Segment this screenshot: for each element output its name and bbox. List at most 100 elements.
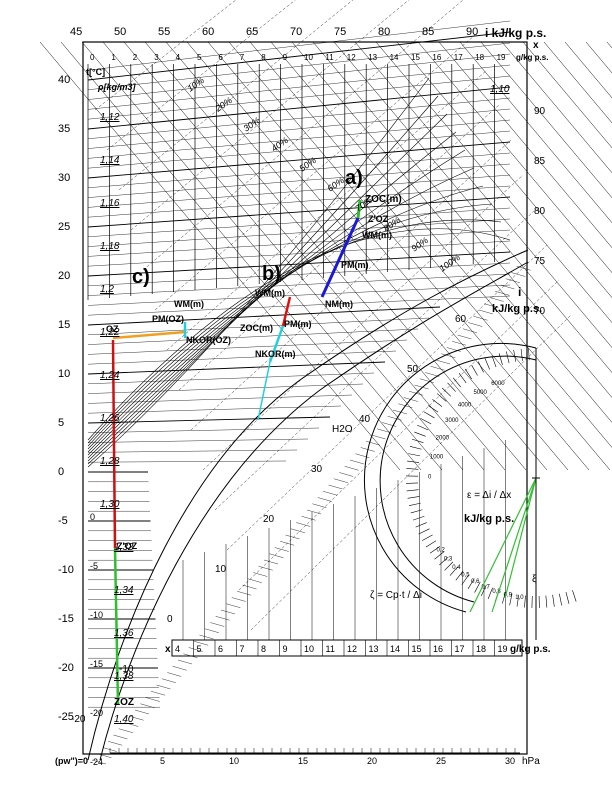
zeta-formula: ζ = Cp·t / Δi	[370, 590, 422, 601]
temperature-grid-line	[87, 350, 397, 365]
enthalpy-line	[375, 41, 612, 323]
protractor-inner-label: 1,0	[515, 595, 524, 601]
case-c-label: c)	[132, 266, 150, 288]
protractor-tick	[408, 502, 421, 506]
protractor-scale: 6000 5000 4000 3000 2000 1000 0 0,2 0,3 0,40,50,6…	[363, 342, 577, 640]
saturation-hatch	[129, 716, 144, 721]
top-enthalpy-tick: 85	[422, 26, 434, 38]
right-enthalpy-tick: 75	[534, 256, 546, 267]
protractor-tick	[406, 468, 419, 470]
saturation-hatch	[473, 316, 488, 321]
enthalpy-line	[39, 41, 401, 471]
x-bottom-tick-label: 4	[175, 644, 180, 654]
process-c-orange	[112, 330, 186, 340]
saturation-hatch	[91, 759, 107, 765]
xi-label: ξ	[532, 574, 537, 585]
protractor-tick	[414, 431, 426, 437]
saturation-hatch	[194, 641, 209, 646]
saturation-hatch	[296, 522, 311, 527]
top-enthalpy-tick: 70	[290, 26, 302, 38]
protractor-outer-label: 1000	[430, 455, 444, 461]
protractor-tick	[418, 528, 430, 535]
saturation-hatch	[242, 584, 257, 590]
protractor-tick	[565, 592, 570, 604]
saturation-hatch	[328, 484, 343, 490]
saturation-hatch	[457, 334, 472, 340]
density-label: 1,18	[100, 241, 120, 252]
left-temperature-tick: 5	[58, 417, 64, 429]
enthalpy-line	[480, 41, 612, 199]
left-temperature-tick: 25	[58, 221, 70, 233]
protractor-tick	[480, 584, 487, 597]
top-x-tick: 10	[304, 53, 313, 62]
x-bottom-tick-label: 9	[283, 644, 288, 654]
saturation-hatch	[376, 428, 391, 433]
process-a-green	[356, 199, 362, 219]
temperature-grid-line	[87, 20, 511, 71]
relative-humidity-curve	[87, 77, 430, 468]
t-axis-label: t[°C]	[86, 67, 105, 77]
x-bottom-tick-label: 8	[261, 644, 266, 654]
rh-label: 20%	[213, 95, 234, 114]
temperature-grid-line	[87, 108, 511, 149]
saturation-hatch	[269, 553, 284, 558]
pressure-axis-unit: hPa	[522, 756, 540, 767]
case-a-label: a)	[345, 167, 363, 189]
temperature-grid-line	[87, 152, 511, 188]
saturation-hatch	[124, 722, 139, 727]
x-bottom-tick-label: 13	[369, 644, 379, 654]
saturation-hatch	[468, 322, 483, 327]
left-temperature-tick: 15	[58, 319, 70, 331]
x-bottom-tick-label: 17	[455, 644, 465, 654]
saturation-hatch	[226, 603, 241, 608]
enthalpy-line	[417, 41, 612, 274]
inner-temperature-tick: -10	[90, 610, 103, 620]
pressure-axis-label: (pw")=0	[55, 756, 88, 766]
saturation-hatch	[247, 578, 262, 583]
rh-label: 90%	[409, 235, 429, 254]
top-enthalpy-tick: 90	[466, 26, 478, 38]
enthalpy-line	[438, 41, 612, 249]
temperature-grid-line	[87, 339, 408, 355]
saturation-hatch	[280, 541, 295, 546]
protractor-inner-label: 0,8	[492, 589, 501, 595]
protractor-outer-label: 3000	[445, 418, 459, 424]
inner-temperature-tick: 0	[90, 512, 95, 522]
protractor-tick	[410, 509, 423, 514]
top-x-tick: 15	[411, 53, 420, 62]
saturation-hatch	[301, 516, 316, 521]
enthalpy-line	[543, 41, 612, 124]
saturation-hatch	[204, 628, 219, 633]
saturation-hatch	[263, 559, 279, 565]
right-enthalpy-tick: 85	[534, 156, 546, 167]
enthalpy-line	[501, 41, 612, 174]
protractor-tick	[516, 594, 520, 607]
saturation-hatch	[366, 441, 381, 446]
i-unit-title: i kJ/kg p.s.	[485, 26, 546, 40]
point-p-m-c: PM(OZ)	[152, 314, 184, 324]
protractor-tick	[425, 540, 437, 548]
point-z-oc-prime: Z'OZ	[368, 214, 389, 224]
process-a-line	[320, 217, 360, 298]
left-temperature-tick: 10	[58, 368, 70, 380]
saturation-hatch	[108, 741, 123, 746]
x-unit-title: g/kg p.s.	[516, 53, 548, 62]
saturation-hatch	[172, 666, 187, 671]
protractor-tick	[520, 348, 523, 361]
top-enthalpy-tick: 65	[246, 26, 258, 38]
top-x-tick: 7	[240, 53, 245, 62]
left-temperature-tick: -25	[58, 711, 74, 723]
enthalpy-line	[312, 41, 612, 398]
protractor-inner-label: 0,5	[461, 572, 470, 578]
temperature-grid-line	[87, 31, 511, 81]
left-temperature-tick: 20	[58, 270, 70, 282]
saturation-hatch	[446, 347, 461, 352]
saturation-hatch	[274, 547, 289, 552]
density-line	[94, 0, 237, 111]
temperature-grid-line	[87, 460, 287, 463]
diagonal-enthalpy-tick: 40	[359, 414, 371, 425]
temperature-grid-line	[87, 306, 441, 326]
density-label: 1,34	[114, 585, 134, 596]
density-line	[214, 209, 536, 511]
